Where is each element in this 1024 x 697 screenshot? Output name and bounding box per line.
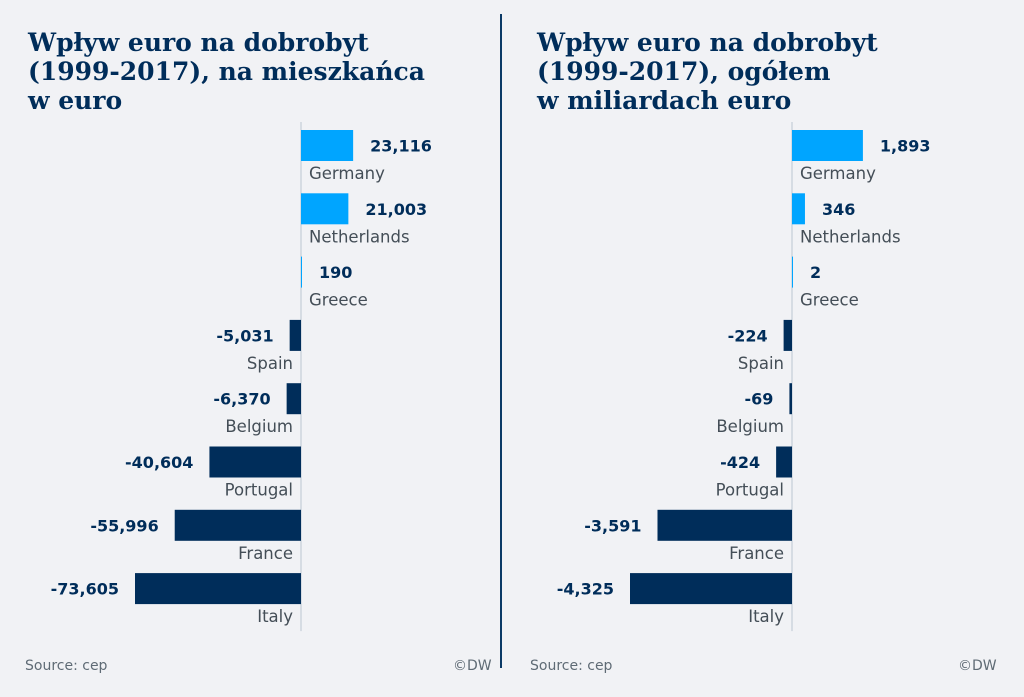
right-title-line-3: w miliardach euro: [537, 86, 792, 115]
left-bar-portugal: [209, 446, 301, 478]
right-bar-netherlands: [792, 193, 805, 225]
right-bar-germany: [792, 130, 863, 161]
left-bar-italy: [135, 573, 301, 605]
left-category-label-italy: Italy: [257, 607, 293, 626]
right-value-label-spain: -224: [728, 326, 768, 345]
left-value-label-belgium: -6,370: [213, 390, 270, 409]
right-credit-text: ©DW: [958, 658, 997, 674]
right-bar-france: [657, 509, 792, 541]
right-value-label-italy: -4,325: [557, 580, 614, 599]
right-value-label-greece: 2: [810, 263, 821, 282]
right-value-label-netherlands: 346: [822, 200, 855, 219]
left-bar-netherlands: [301, 193, 349, 225]
right-category-label-portugal: Portugal: [716, 481, 784, 500]
right-category-label-greece: Greece: [800, 291, 859, 310]
right-bar-spain: [783, 319, 792, 351]
right-category-label-germany: Germany: [800, 164, 876, 183]
left-chart-title: Wpływ euro na dobrobyt (1999-2017), na m…: [28, 28, 425, 115]
right-value-label-belgium: -69: [745, 390, 774, 409]
right-title-line-2: (1999-2017), ogółem: [537, 57, 831, 86]
right-bar-italy: [630, 573, 792, 605]
left-bar-greece: [301, 256, 302, 288]
right-value-label-france: -3,591: [584, 516, 641, 535]
right-category-label-belgium: Belgium: [716, 417, 784, 436]
right-value-label-portugal: -424: [720, 453, 760, 472]
left-category-label-portugal: Portugal: [225, 481, 293, 500]
left-category-label-spain: Spain: [247, 354, 293, 373]
panel-divider: [500, 14, 502, 668]
right-bar-portugal: [776, 446, 792, 478]
right-category-label-netherlands: Netherlands: [800, 227, 901, 246]
left-bar-germany: [301, 130, 354, 161]
left-source-text: Source: cep: [25, 658, 108, 674]
left-bar-france: [174, 509, 301, 541]
left-value-label-germany: 23,116: [370, 137, 432, 156]
right-category-label-italy: Italy: [748, 607, 784, 626]
left-title-line-2: (1999-2017), na mieszkańca: [28, 57, 425, 86]
left-category-label-france: France: [238, 544, 293, 563]
left-credit-text: ©DW: [453, 658, 492, 674]
right-category-label-spain: Spain: [738, 354, 784, 373]
right-title-line-1: Wpływ euro na dobrobyt: [537, 28, 878, 57]
left-value-label-france: -55,996: [90, 516, 158, 535]
left-bar-spain: [289, 319, 301, 351]
left-title-line-1: Wpływ euro na dobrobyt: [28, 28, 369, 57]
left-category-label-greece: Greece: [309, 291, 368, 310]
right-source-text: Source: cep: [530, 658, 613, 674]
left-value-label-portugal: -40,604: [125, 453, 193, 472]
left-value-label-spain: -5,031: [216, 326, 273, 345]
right-bar-belgium: [789, 383, 792, 415]
right-category-label-france: France: [729, 544, 784, 563]
left-category-label-netherlands: Netherlands: [309, 227, 410, 246]
left-value-label-greece: 190: [319, 263, 352, 282]
right-chart-title: Wpływ euro na dobrobyt (1999-2017), ogół…: [537, 28, 878, 115]
left-category-label-germany: Germany: [309, 164, 385, 183]
left-title-line-3: w euro: [28, 86, 123, 115]
left-value-label-netherlands: 21,003: [365, 200, 427, 219]
left-value-label-italy: -73,605: [51, 580, 119, 599]
left-bar-belgium: [286, 383, 301, 415]
left-category-label-belgium: Belgium: [225, 417, 293, 436]
right-value-label-germany: 1,893: [880, 137, 931, 156]
right-bar-greece: [792, 256, 793, 288]
